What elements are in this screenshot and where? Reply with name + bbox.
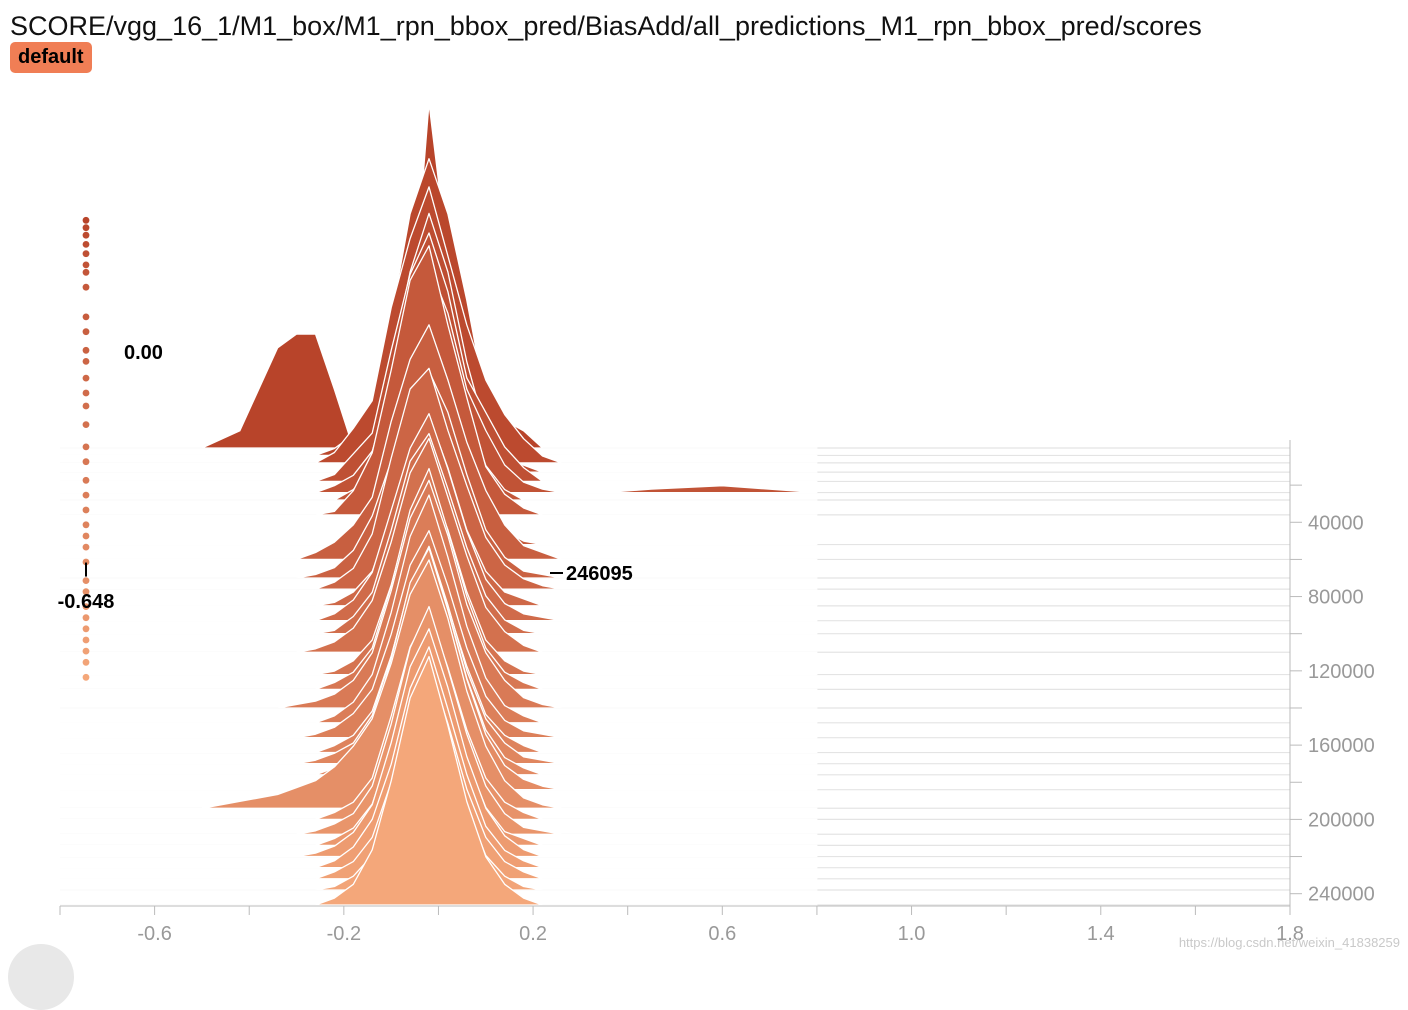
- step-marker-dot: [82, 521, 90, 529]
- y-axis: 40000 80000 120000 160000 200000 240000: [1289, 440, 1375, 906]
- step-marker-dot: [82, 636, 90, 644]
- hover-readout: -0.648 0.00 246095: [58, 342, 633, 613]
- step-marker-dot: [82, 224, 90, 232]
- hover-count-label: 0.00: [124, 342, 163, 364]
- y-tick-label: 40000: [1308, 512, 1364, 534]
- step-marker-dot: [82, 216, 90, 224]
- corner-avatar: [8, 944, 74, 1010]
- step-marker-dot: [82, 231, 90, 239]
- step-marker-dot: [82, 389, 90, 397]
- step-marker-dot: [82, 374, 90, 382]
- step-marker-dot: [82, 558, 90, 566]
- step-marker-dot: [82, 603, 90, 610]
- y-tick-label: 80000: [1308, 587, 1364, 609]
- step-marker-dot: [82, 532, 90, 540]
- y-tick-label: 160000: [1308, 735, 1375, 757]
- step-marker-dot: [82, 543, 90, 551]
- step-marker-dot: [82, 647, 90, 655]
- histogram-series: [59, 655, 818, 906]
- step-marker-dot: [82, 625, 90, 633]
- step-marker-dot: [82, 358, 90, 365]
- y-tick-label: 120000: [1308, 661, 1375, 683]
- x-tick-label: 0.6: [708, 923, 736, 945]
- x-tick-label: -0.6: [137, 923, 171, 945]
- baseline-group: [60, 447, 1290, 906]
- x-tick-label: -0.2: [327, 923, 361, 945]
- step-marker-dot: [82, 458, 90, 466]
- watermark: https://blog.csdn.net/weixin_41838259: [1178, 935, 1400, 950]
- step-marker-dot: [82, 268, 90, 276]
- step-marker-dot: [82, 588, 90, 596]
- step-marker-dot: [82, 491, 90, 499]
- hover-x-label: -0.648: [58, 591, 115, 613]
- step-marker-dot: [82, 241, 90, 248]
- x-tick-label: 1.8: [1276, 923, 1304, 945]
- x-axis: -0.6 -0.2 0.2 0.6 1.0 1.4 1.8: [59, 905, 1304, 945]
- step-marker-dot: [82, 476, 90, 484]
- x-tick-label: 1.0: [898, 923, 926, 945]
- histogram-chart[interactable]: -0.6 -0.2 0.2 0.6 1.0 1.4 1.8 40000 80000 120000…: [0, 0, 1408, 962]
- run-tag[interactable]: default: [10, 42, 92, 73]
- series-group: [59, 102, 818, 906]
- step-marker-dot: [82, 346, 90, 354]
- step-marker-dot: [82, 506, 90, 514]
- step-marker-dot: [82, 250, 90, 258]
- step-marker-dot: [82, 673, 90, 681]
- y-tick-label: 240000: [1308, 884, 1375, 906]
- step-marker-dot: [82, 261, 90, 269]
- step-marker-dot: [82, 283, 90, 291]
- x-tick-label: 1.4: [1087, 923, 1115, 945]
- step-marker-dot: [82, 402, 90, 410]
- step-marker-dot: [82, 658, 90, 666]
- chart-title: SCORE/vgg_16_1/M1_box/M1_rpn_bbox_pred/B…: [10, 11, 1202, 41]
- x-tick-label: 0.2: [519, 923, 547, 945]
- step-marker-dot: [82, 577, 90, 584]
- step-marker-dot: [82, 328, 90, 336]
- step-marker-dot: [82, 614, 90, 622]
- step-marker-dot: [82, 421, 90, 428]
- step-marker-strip: [82, 216, 90, 681]
- hover-step-label: 246095: [566, 563, 633, 585]
- y-tick-label: 200000: [1308, 809, 1375, 831]
- step-marker-dot: [82, 443, 90, 451]
- step-marker-dot: [82, 313, 90, 321]
